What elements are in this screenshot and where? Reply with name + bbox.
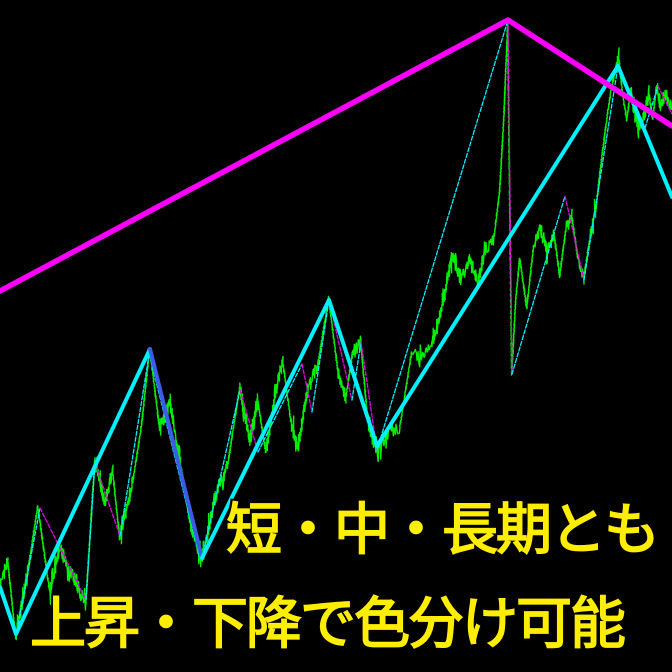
caption-terms-label: 短・中・長期とも [226,498,660,563]
caption-colorcode-label: 上昇・下降で色分け可能 [30,592,626,657]
